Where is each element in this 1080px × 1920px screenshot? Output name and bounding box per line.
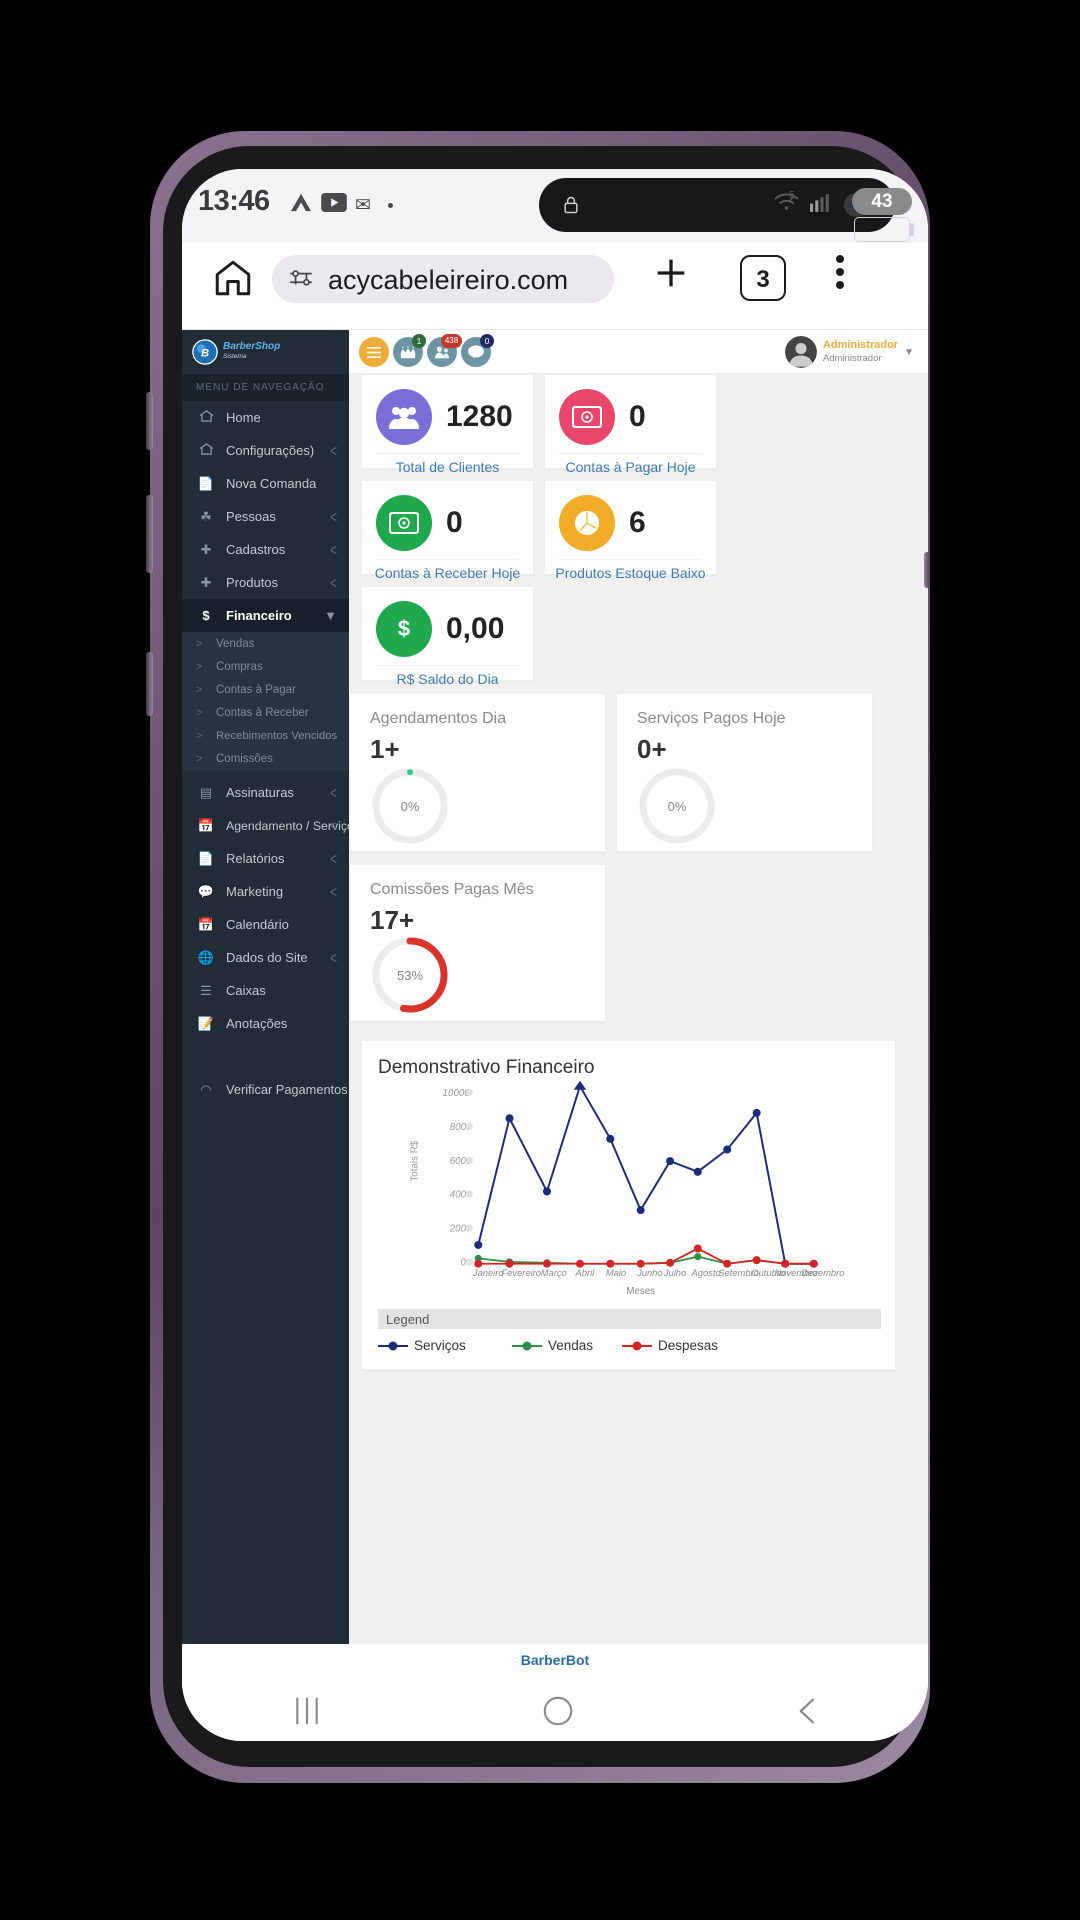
svg-text:Julho: Julho [663, 1268, 686, 1278]
svg-text:Janeiro: Janeiro [472, 1268, 504, 1278]
svg-text:53%: 53% [397, 968, 423, 983]
svg-text:Meses: Meses [626, 1286, 655, 1297]
svg-text:0: 0 [460, 1257, 466, 1268]
svg-text:Junho: Junho [636, 1268, 663, 1278]
svg-text:Maio: Maio [606, 1268, 626, 1278]
svg-text:0%: 0% [401, 799, 420, 814]
svg-text:Março: Março [541, 1268, 567, 1278]
svg-text:Abril: Abril [575, 1268, 596, 1278]
svg-text:B: B [201, 347, 209, 359]
svg-text:Agosto: Agosto [691, 1268, 721, 1278]
svg-text:Dezembro: Dezembro [801, 1268, 844, 1278]
svg-text:Totais R$: Totais R$ [410, 1140, 421, 1181]
svg-text:0%: 0% [668, 799, 687, 814]
svg-text:Fevereiro: Fevereiro [501, 1268, 541, 1278]
svg-text:$: $ [398, 616, 410, 641]
